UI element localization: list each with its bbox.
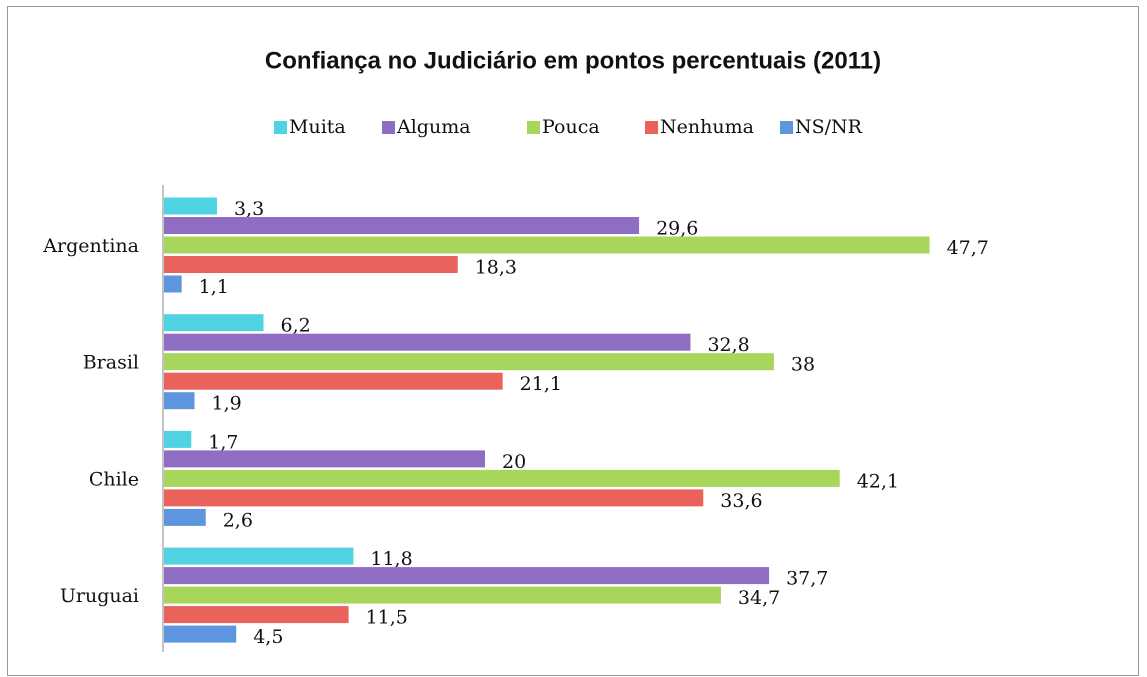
y-tick-label: Argentina: [42, 235, 139, 257]
bar: [164, 275, 182, 293]
data-label: 47,7: [947, 237, 989, 259]
y-tick-label: Uruguai: [60, 585, 139, 607]
y-tick-label: Brasil: [83, 352, 139, 374]
data-label: 37,7: [786, 568, 828, 590]
chart-title: Confiança no Judiciário em pontos percen…: [265, 47, 881, 74]
data-label: 2,6: [223, 509, 253, 531]
data-label: 6,2: [281, 315, 311, 337]
data-label: 38: [791, 354, 815, 376]
bar: [164, 547, 354, 565]
legend-swatch: [645, 121, 658, 134]
bar: [164, 450, 485, 468]
bar: [164, 469, 840, 487]
bar: [164, 314, 264, 332]
data-label: 33,6: [720, 490, 762, 512]
data-label: 1,7: [208, 431, 238, 453]
data-label: 21,1: [520, 373, 562, 395]
data-label: 20: [502, 451, 526, 473]
data-label: 1,9: [211, 393, 241, 415]
data-label: 18,3: [475, 257, 517, 279]
data-label: 1,1: [199, 276, 229, 298]
bar: [164, 625, 237, 643]
legend-swatch: [780, 121, 793, 134]
bar: [164, 236, 930, 254]
legend-label: Muita: [289, 116, 346, 138]
data-label: 11,5: [366, 607, 408, 629]
data-label: 34,7: [738, 587, 780, 609]
data-label: 4,5: [253, 626, 283, 648]
bar: [164, 567, 770, 585]
data-label: 42,1: [857, 470, 899, 492]
bar: [164, 392, 195, 410]
y-tick-label: Chile: [89, 468, 139, 490]
bar: [164, 489, 704, 507]
bar: [164, 197, 217, 215]
legend-swatch: [274, 121, 287, 134]
data-label: 11,8: [370, 548, 412, 570]
legend-swatch: [527, 121, 540, 134]
data-label: 32,8: [707, 334, 749, 356]
bar: [164, 217, 640, 234]
bar: [164, 256, 458, 273]
data-label: 3,3: [234, 198, 264, 220]
legend-label: NS/NR: [795, 116, 863, 138]
data-label: 29,6: [656, 218, 698, 240]
bar: [164, 586, 721, 604]
legend-label: Pouca: [542, 116, 600, 138]
legend-label: Alguma: [396, 116, 471, 138]
bar: [164, 430, 192, 448]
bar: [164, 333, 691, 351]
bar: [164, 508, 206, 526]
bar: [164, 372, 503, 390]
legend-label: Nenhuma: [660, 116, 754, 138]
bar: [164, 606, 349, 624]
legend-swatch: [382, 121, 395, 134]
bar: [164, 353, 774, 371]
